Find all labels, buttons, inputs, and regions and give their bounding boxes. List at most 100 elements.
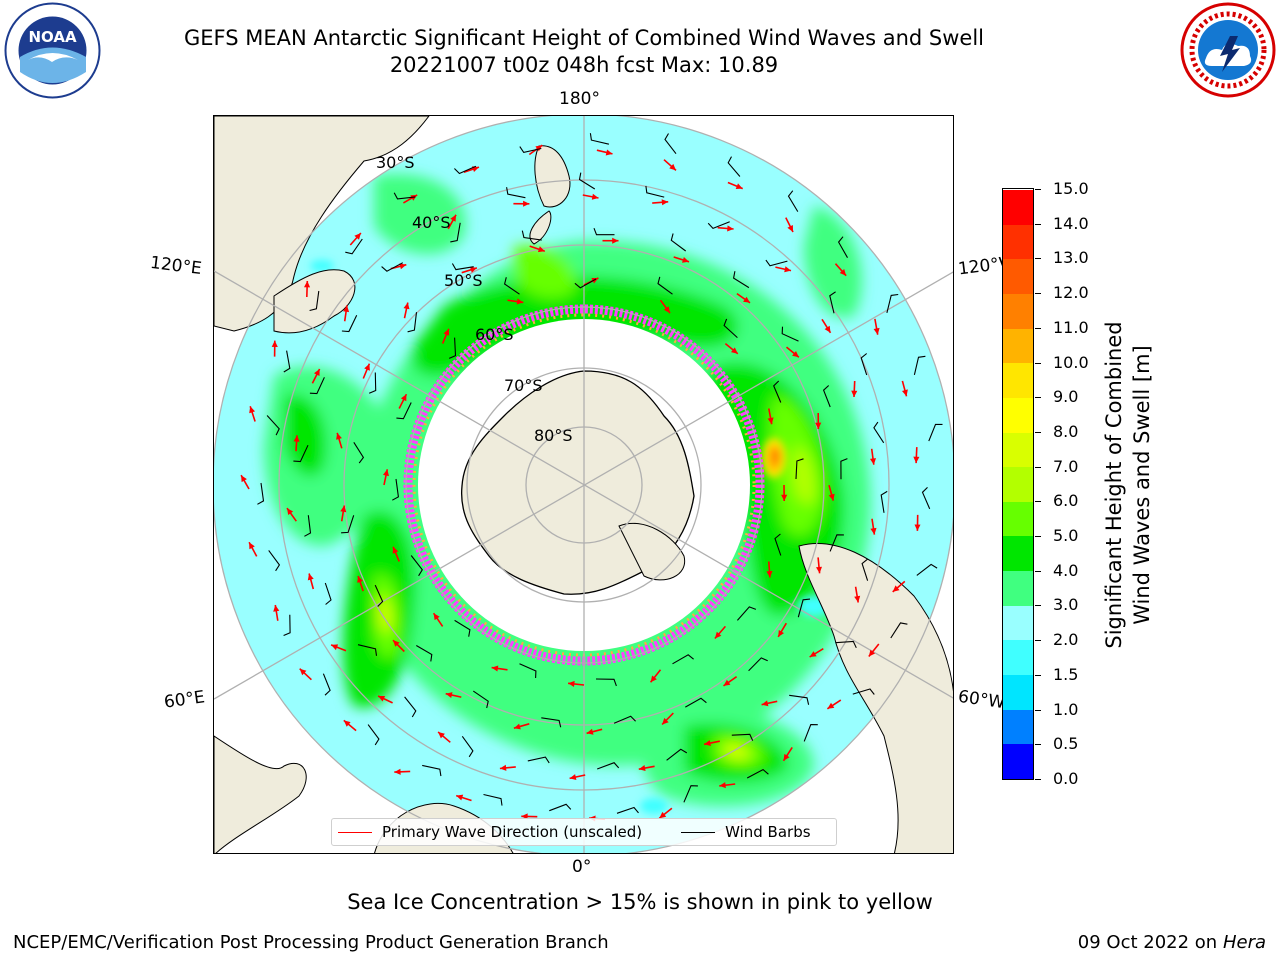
colorbar-segment	[1003, 189, 1033, 225]
wind-barb	[683, 785, 698, 803]
wind-barb	[392, 478, 399, 501]
wave-arrow-head	[443, 328, 450, 336]
wind-barb	[765, 259, 788, 267]
wave-arrow-head	[400, 394, 407, 402]
wave-arrow-head	[781, 494, 788, 501]
wave-arrow-head	[761, 700, 769, 707]
colorbar-tick-label: 0.0	[1053, 769, 1079, 788]
wave-arrow-head	[816, 566, 822, 574]
wave-arrow-head	[299, 668, 307, 676]
colorbar-tick-label: 12.0	[1053, 283, 1089, 303]
colorbar-segment	[1003, 258, 1033, 294]
wave-arrow-head	[650, 675, 657, 683]
wind-barb	[861, 558, 869, 581]
legend-entry-wave-direction: Primary Wave Direction (unscaled)	[332, 823, 642, 841]
wind-barb	[890, 622, 908, 639]
wind-barb	[616, 806, 639, 814]
lat-label-50s: 50°S	[444, 271, 483, 290]
colorbar-segment	[1003, 328, 1033, 364]
wind-barb	[574, 278, 597, 289]
wave-arrow-head	[766, 571, 773, 578]
colorbar-tick	[1035, 258, 1041, 260]
wave-arrow-head	[331, 644, 339, 651]
wind-barb	[886, 293, 899, 314]
wave-arrow-head	[249, 542, 255, 550]
wind-barb	[541, 717, 562, 728]
wave-arrow-head	[287, 508, 294, 515]
wave-arrow-head	[304, 281, 311, 288]
legend-label-wave-direction: Primary Wave Direction (unscaled)	[382, 823, 643, 841]
wind-barb	[731, 733, 754, 741]
wind-barb	[293, 444, 309, 463]
wave-arrow-head	[723, 679, 731, 686]
colorbar-tick-label: 9.0	[1053, 387, 1079, 407]
wave-arrow-head	[659, 811, 667, 819]
colorbar-tick-label: 13.0	[1053, 248, 1089, 268]
wave-arrow-head	[340, 505, 347, 513]
lon-label-180: 180°	[559, 89, 600, 109]
lon-label-120e: 120°E	[148, 252, 203, 280]
colorbar-tick-label: 3.0	[1053, 595, 1079, 615]
wave-arrow-head	[445, 692, 453, 698]
wind-barb	[345, 238, 363, 255]
wave-arrow-head	[394, 768, 401, 775]
colorbar-tick-label: 1.5	[1053, 664, 1079, 684]
wind-barb	[416, 645, 433, 662]
wave-arrow-head	[731, 347, 738, 354]
nws-logo	[1180, 2, 1276, 98]
colorbar-tick-label: 0.5	[1053, 734, 1079, 754]
colorbar-tick	[1035, 744, 1041, 746]
wind-barb	[448, 337, 457, 359]
wind-barb	[506, 187, 526, 199]
wind-barb	[789, 694, 810, 705]
wave-arrow-head	[393, 640, 400, 647]
wave-arrow-head	[241, 475, 247, 483]
wind-barb	[519, 146, 542, 154]
wave-arrow-head	[499, 764, 507, 771]
lon-label-0: 0°	[572, 857, 592, 877]
wave-arrow-head	[669, 163, 676, 171]
wave-arrow-head	[682, 257, 689, 263]
wind-barb	[410, 555, 423, 577]
colorbar-tick	[1035, 709, 1041, 711]
wind-barb	[503, 277, 520, 295]
colorbar	[1002, 188, 1034, 780]
machine-name: Hera	[1222, 932, 1266, 953]
wind-barb	[803, 724, 818, 742]
wave-arrow-head	[450, 214, 456, 222]
colorbar-tick-label: 2.0	[1053, 630, 1079, 650]
wave-arrow-head	[513, 723, 521, 730]
wave-arrow-head	[403, 302, 410, 310]
colorbar-tick-label: 14.0	[1053, 213, 1089, 233]
wave-arrow-head	[913, 456, 920, 464]
colorbar-segment	[1003, 535, 1033, 572]
map-subtitle: 20221007 t00z 048h fcst Max: 10.89	[389, 53, 779, 77]
wave-arrow-head	[491, 665, 499, 672]
wind-barb	[422, 764, 442, 777]
wind-barb	[578, 172, 596, 190]
wave-arrow-head	[470, 266, 477, 273]
wind-barb	[670, 233, 687, 252]
colorbar-tick	[1035, 536, 1041, 538]
colorbar-tick	[1035, 293, 1041, 295]
wind-barb	[835, 640, 857, 649]
wave-arrow-head	[383, 469, 389, 477]
credit-text: NCEP/EMC/Verification Post Processing Pr…	[13, 932, 609, 953]
colorbar-title: Significant Height of Combined Wind Wave…	[1100, 305, 1156, 665]
wind-barb	[597, 762, 620, 770]
wave-arrow-head	[778, 630, 784, 637]
colorbar-segment	[1003, 639, 1033, 676]
colorbar-tick-label: 1.0	[1053, 699, 1079, 719]
map-legend: Primary Wave Direction (unscaled) Wind B…	[331, 818, 837, 846]
wind-barb	[593, 228, 615, 236]
colorbar-tick	[1035, 362, 1041, 364]
wave-arrow-head	[343, 305, 350, 313]
colorbar-tick	[1035, 674, 1041, 676]
wind-barb	[521, 230, 542, 241]
colorbar-tick	[1035, 640, 1041, 642]
wind-barb	[353, 442, 365, 464]
wind-barb	[304, 515, 312, 537]
lon-label-60e: 60°E	[162, 687, 207, 713]
wave-arrow-head	[378, 696, 386, 702]
wave-arrow-head	[357, 576, 363, 583]
